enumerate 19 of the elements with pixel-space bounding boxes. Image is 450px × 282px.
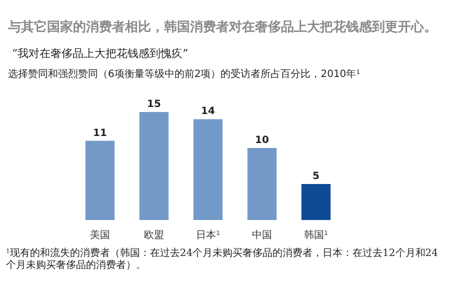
bar xyxy=(193,119,223,220)
x-tick-label: 日本$^{1}$ xyxy=(196,229,220,241)
chart-subtitle: “我对在奢侈品上大把花钱感到愧疚” xyxy=(12,47,188,60)
y-axis-title: 选择赞同和强烈赞同（6项衡量等级中的前2项）的受访者所占百分比，2010年$^{1}$ xyxy=(8,68,360,80)
data-label: 14 xyxy=(201,106,215,118)
x-tick-label: 美国 xyxy=(90,229,110,241)
chart-title: 与其它国家的消费者相比，韩国消费者对在奢侈品上大把花钱感到更开心。 xyxy=(7,19,437,35)
bar xyxy=(247,148,277,220)
data-label: 10 xyxy=(255,135,269,146)
x-tick-label: 欧盟 xyxy=(144,229,164,241)
bar xyxy=(139,112,169,220)
data-label: 5 xyxy=(312,171,320,182)
data-label: 11 xyxy=(93,128,107,139)
x-tick-label: 韩国$^{1}$ xyxy=(304,229,328,241)
text: $^{1}$现有的和流失的消费者（韩国：在过去24个月未购买奢侈品的消费者，日本：在过去12个月和24个月未购买奢侈品的消费者）。 xyxy=(6,247,438,271)
data-label: 15 xyxy=(147,99,161,110)
bar xyxy=(85,140,115,220)
x-tick-label: 中国 xyxy=(252,229,272,241)
bar xyxy=(301,184,331,220)
